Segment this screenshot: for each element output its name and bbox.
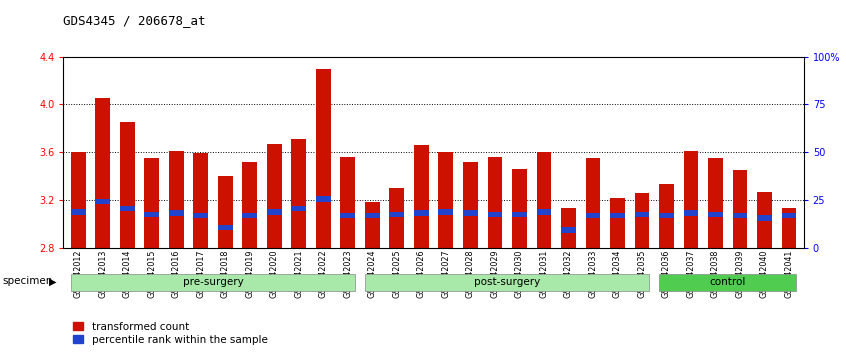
Bar: [487, 157, 503, 248]
Bar: [512, 169, 527, 248]
Bar: [243, 162, 257, 248]
Bar: [684, 151, 698, 248]
Bar: [757, 192, 772, 248]
Bar: [71, 274, 355, 291]
Bar: [610, 198, 624, 248]
Bar: [414, 145, 429, 248]
Bar: [365, 202, 380, 248]
Bar: [782, 213, 796, 218]
Bar: [463, 162, 478, 248]
Bar: [463, 211, 478, 216]
Bar: [585, 213, 601, 218]
Bar: [96, 98, 110, 248]
Bar: [120, 122, 135, 248]
Text: post-surgery: post-surgery: [474, 277, 541, 287]
Text: GDS4345 / 206678_at: GDS4345 / 206678_at: [63, 14, 206, 27]
Bar: [659, 184, 673, 248]
Bar: [194, 153, 208, 248]
Bar: [218, 225, 233, 230]
Text: specimen: specimen: [3, 276, 53, 286]
Bar: [536, 209, 552, 215]
Bar: [291, 139, 306, 248]
Bar: [291, 206, 306, 211]
Text: control: control: [710, 277, 746, 287]
Bar: [782, 209, 796, 248]
Bar: [96, 199, 110, 204]
Bar: [757, 215, 772, 221]
Bar: [487, 212, 503, 217]
Bar: [266, 144, 282, 248]
Bar: [610, 213, 624, 218]
Bar: [585, 158, 601, 248]
Bar: [634, 212, 649, 217]
Bar: [340, 213, 355, 218]
Bar: [389, 188, 404, 248]
Text: pre-surgery: pre-surgery: [183, 277, 244, 287]
Bar: [365, 274, 649, 291]
Bar: [438, 209, 453, 215]
Bar: [708, 212, 722, 217]
Bar: [365, 213, 380, 218]
Bar: [512, 212, 527, 217]
Bar: [71, 209, 85, 215]
Bar: [243, 213, 257, 218]
Legend: transformed count, percentile rank within the sample: transformed count, percentile rank withi…: [69, 317, 272, 349]
Bar: [218, 176, 233, 248]
Bar: [169, 211, 184, 216]
Bar: [634, 193, 649, 248]
Bar: [266, 209, 282, 215]
Bar: [438, 152, 453, 248]
Bar: [659, 213, 673, 218]
Bar: [733, 213, 747, 218]
Bar: [536, 152, 552, 248]
Bar: [145, 212, 159, 217]
Bar: [316, 69, 331, 248]
Bar: [561, 227, 576, 233]
Bar: [120, 206, 135, 211]
Bar: [659, 274, 796, 291]
Bar: [708, 158, 722, 248]
Bar: [194, 213, 208, 218]
Bar: [169, 151, 184, 248]
Bar: [684, 211, 698, 216]
Bar: [316, 196, 331, 201]
Bar: [389, 212, 404, 217]
Bar: [340, 157, 355, 248]
Bar: [733, 170, 747, 248]
Bar: [414, 211, 429, 216]
Text: ▶: ▶: [49, 276, 57, 286]
Bar: [145, 158, 159, 248]
Bar: [71, 152, 85, 248]
Bar: [561, 209, 576, 248]
